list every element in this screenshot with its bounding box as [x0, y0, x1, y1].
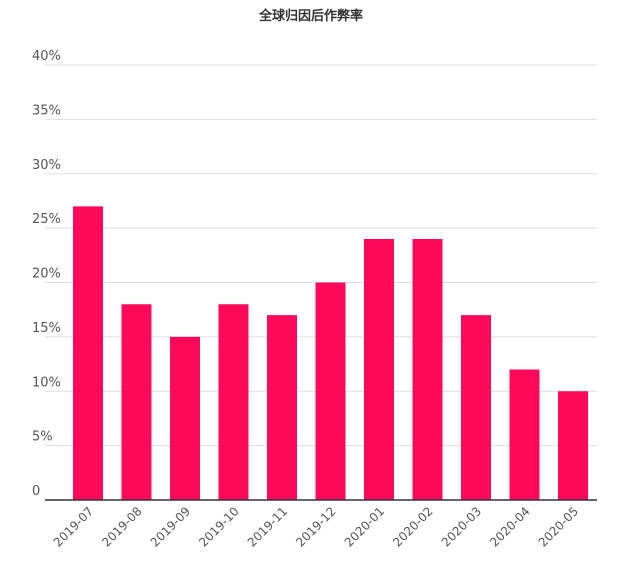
- x-tick-label: 2020-04: [487, 504, 532, 549]
- x-tick-label: 2020-05: [536, 504, 581, 549]
- bars: [73, 206, 588, 500]
- y-tick-label: 15%: [32, 321, 61, 336]
- x-tick-label: 2019-07: [51, 504, 96, 549]
- x-tick-label: 2020-02: [390, 504, 435, 549]
- x-tick-label: 2019-11: [245, 504, 290, 549]
- bar: [315, 282, 346, 500]
- bar: [461, 315, 491, 500]
- y-tick-label: 35%: [32, 103, 61, 118]
- bar: [170, 336, 200, 500]
- y-tick-label: 25%: [32, 212, 61, 227]
- x-tick-label: 2019-12: [293, 504, 338, 549]
- bar: [558, 391, 588, 500]
- x-axis-ticks: 2019-07 2019-08 2019-09 2019-10 2019-11 2019-…: [51, 504, 581, 549]
- y-tick-label: 30%: [32, 158, 61, 173]
- chart-title: 全球归因后作弊率: [258, 8, 363, 24]
- y-tick-label: 10%: [32, 375, 61, 390]
- y-tick-label: 20%: [32, 267, 61, 282]
- x-tick-label: 2019-08: [99, 504, 144, 549]
- x-tick-label: 2019-09: [148, 504, 193, 549]
- bar: [218, 304, 249, 500]
- y-tick-label: 5%: [32, 430, 53, 445]
- bar: [412, 239, 443, 500]
- bar: [267, 315, 297, 500]
- x-tick-label: 2020-01: [342, 504, 387, 549]
- x-tick-label: 2020-03: [439, 504, 484, 549]
- y-tick-label: 0: [32, 484, 40, 499]
- y-tick-label: 40%: [32, 49, 61, 64]
- bar: [73, 206, 103, 500]
- bar: [121, 304, 152, 500]
- y-axis-ticks: 0 5% 10% 15% 20% 25% 30% 35% 40%: [32, 49, 61, 499]
- bar: [509, 369, 540, 500]
- bar: [364, 239, 394, 500]
- x-tick-label: 2019-10: [196, 504, 241, 549]
